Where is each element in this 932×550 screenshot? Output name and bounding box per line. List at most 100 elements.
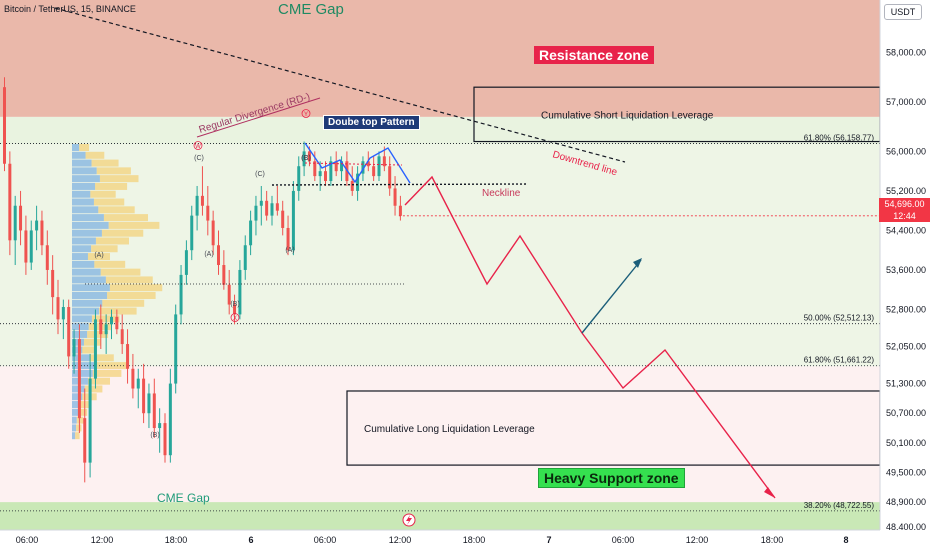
price-tick-label: 50,100.00 — [886, 438, 926, 448]
volume-profile-bar — [103, 214, 148, 222]
candle-body — [99, 319, 103, 335]
downtrend-line — [54, 7, 626, 163]
price-tick-label: 58,000.00 — [886, 48, 926, 58]
wave-label: (A) — [285, 247, 294, 254]
volume-profile-bar — [72, 299, 103, 307]
candle-body — [190, 215, 194, 251]
volume-profile-bar — [109, 284, 163, 292]
candle-body — [350, 181, 354, 191]
time-axis-background — [0, 530, 932, 550]
volume-profile-bar — [76, 416, 84, 424]
candle-body — [340, 161, 344, 172]
last-price-value: 54,696.00 — [884, 199, 925, 209]
wave-label: W — [195, 144, 201, 150]
wave-label: (C) — [194, 155, 204, 162]
candle-body — [67, 307, 71, 357]
candle-body — [281, 210, 285, 228]
volume-profile-bar — [99, 175, 139, 183]
volume-profile-bar — [102, 299, 145, 307]
symbol-label: Bitcoin / TetherUS, 15, BINANCE — [4, 4, 136, 14]
candle-body — [184, 250, 188, 275]
zones-layer — [0, 0, 880, 550]
wave-circle — [193, 141, 203, 150]
candle-body — [19, 205, 23, 231]
candle-body — [136, 378, 140, 389]
volume-profile-bar — [92, 369, 122, 377]
fib-levels: 61.80% (56,158.77) 50.00% (52,512.13) 61.8… — [0, 134, 880, 512]
resistance-zone — [0, 0, 880, 117]
wave-labels: (A)(B)(C)(A)(B)(C)(A)(B)(C)WXY — [94, 109, 311, 439]
candle-body — [93, 319, 97, 379]
volume-profile-bar — [72, 323, 89, 331]
candle-body — [398, 205, 402, 216]
candle-body — [142, 378, 146, 414]
candle-body — [115, 316, 119, 330]
time-tick-label: 06:00 — [314, 535, 337, 545]
candle-body — [110, 316, 113, 325]
candle-body — [222, 265, 226, 285]
time-tick-label: 6 — [248, 535, 253, 545]
volume-profile-bar — [72, 268, 101, 276]
candle-body — [377, 156, 381, 177]
volume-profile-bar — [85, 151, 105, 159]
volume-profile-bar — [89, 354, 114, 362]
projection-arrowhead — [764, 487, 775, 498]
volume-profile-bar — [72, 307, 100, 315]
candle-body — [275, 203, 279, 211]
volume-profile-bar — [72, 362, 96, 370]
price-axis: 58,000.00 57,000.00 56,000.00 55,200.00 54,4… — [879, 0, 932, 550]
fib-label: 50.00% (52,512.13) — [804, 314, 875, 323]
volume-profile-bar — [99, 307, 137, 315]
double-top-base — [304, 162, 403, 166]
price-tick-label: 57,000.00 — [886, 97, 926, 107]
volume-profile-bar — [72, 408, 79, 416]
wave-label: (C) — [255, 171, 265, 178]
support-zone — [0, 502, 880, 530]
candle-body — [24, 230, 28, 263]
candle-body — [120, 329, 124, 345]
volume-profile-bar — [101, 229, 144, 237]
volume-profile-bar — [82, 346, 97, 354]
volume-profile-bar — [72, 206, 99, 214]
volume-profile-bar — [75, 424, 82, 432]
candle-body — [88, 378, 92, 463]
candle-body — [51, 269, 55, 298]
candle-body — [324, 171, 327, 182]
candle-body — [361, 161, 365, 174]
candle-body — [29, 230, 33, 263]
price-tick-label: 52,050.00 — [886, 342, 926, 352]
candle-body — [265, 200, 269, 216]
currency-button[interactable]: USDT — [884, 4, 922, 20]
volume-profile-bar — [72, 159, 92, 167]
cme-gap-bottom-label: CME Gap — [157, 491, 210, 505]
time-tick-label: 12:00 — [91, 535, 114, 545]
volume-profile-bar — [72, 393, 83, 401]
fib-label: 38.20% (48,722.55) — [804, 501, 875, 510]
candle-body — [382, 156, 386, 167]
candle-body — [217, 245, 220, 266]
price-tick-label: 52,800.00 — [886, 304, 926, 314]
candle-body — [372, 166, 376, 177]
neckline — [271, 183, 529, 186]
volume-profile-bar — [91, 245, 118, 253]
wave-label: (B) — [230, 301, 239, 308]
wave-label: Y — [304, 112, 308, 118]
candle-body — [35, 220, 39, 231]
candle-body — [3, 87, 6, 164]
candle-body — [297, 166, 301, 191]
volume-profile-bar — [72, 369, 93, 377]
wave-label: (A) — [204, 251, 213, 258]
candle-body — [72, 339, 76, 357]
bullish-alt-path — [581, 259, 642, 334]
fib-label: 61.80% (51,661.22) — [804, 356, 875, 365]
price-tick-label: 56,000.00 — [886, 146, 926, 156]
lightning-icon — [406, 515, 412, 525]
time-tick-label: 06:00 — [16, 535, 39, 545]
candle-body — [83, 418, 87, 463]
double-top-outline — [304, 142, 411, 184]
price-tick-label: 48,900.00 — [886, 497, 926, 507]
candle-body — [77, 339, 81, 419]
volume-profile-bar — [72, 432, 76, 440]
candle-body — [302, 151, 306, 167]
